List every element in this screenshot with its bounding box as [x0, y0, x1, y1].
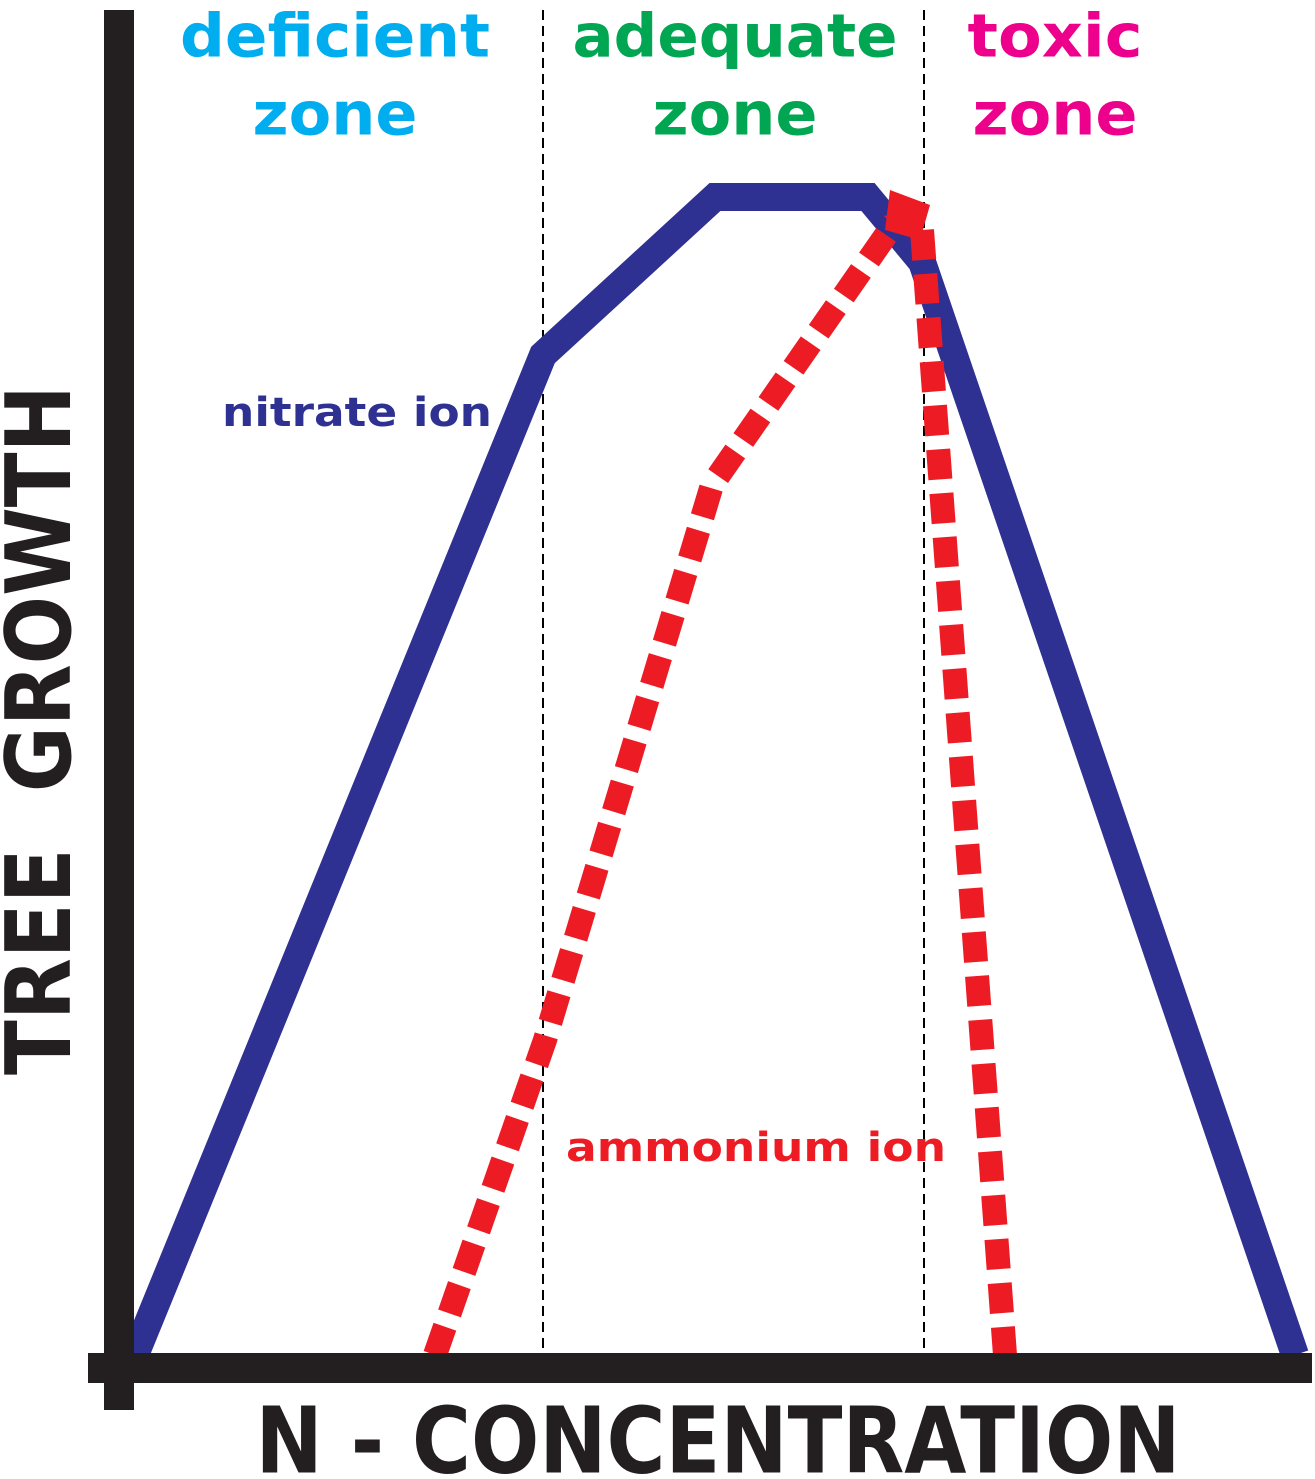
curve-label: nitrate ion — [222, 390, 492, 436]
zone-subtitle: zone — [973, 80, 1138, 150]
ammonium-curve — [910, 229, 1017, 1356]
ammonium-peak — [885, 190, 930, 240]
zone-title: toxic — [968, 2, 1143, 72]
nitrate-curve — [122, 183, 1309, 1361]
zone-subtitle: zone — [253, 80, 418, 150]
zone-subtitle: zone — [653, 80, 818, 150]
zone-title: deficient — [180, 2, 490, 72]
curve-label: ammonium ion — [566, 1125, 946, 1171]
zone-title: adequate — [573, 2, 898, 72]
ammonium-curve — [423, 215, 905, 1359]
y-axis — [104, 10, 134, 1410]
x-axis — [88, 1353, 1312, 1383]
y-axis-label: TREE GROWTH — [0, 385, 92, 1075]
x-axis-label: N - CONCENTRATION — [256, 1387, 1181, 1479]
